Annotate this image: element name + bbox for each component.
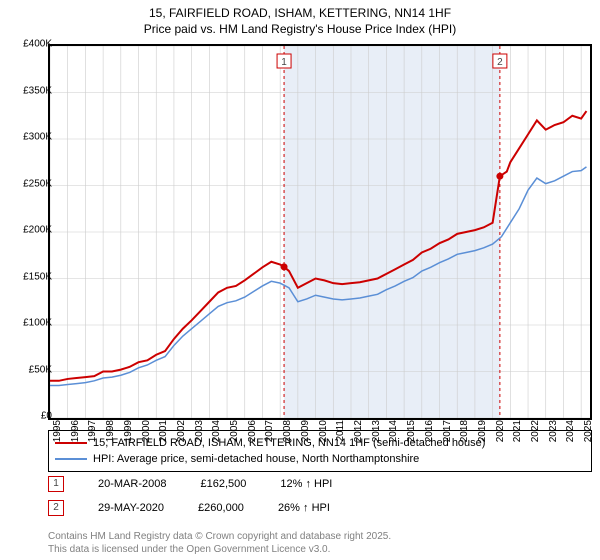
sale-pct-1: 12% ↑ HPI <box>280 478 332 490</box>
chart-plot-area: 12 <box>48 44 592 420</box>
sale-price-2: £260,000 <box>198 502 244 514</box>
sale-marker-2: 2 <box>48 500 64 516</box>
y-tick-label: £400K <box>4 39 52 50</box>
title-line-2: Price paid vs. HM Land Registry's House … <box>0 22 600 38</box>
legend-row-1: 15, FAIRFIELD ROAD, ISHAM, KETTERING, NN… <box>55 435 585 451</box>
footer-line-2: This data is licensed under the Open Gov… <box>48 544 391 557</box>
footer-attribution: Contains HM Land Registry data © Crown c… <box>48 531 391 556</box>
legend-row-2: HPI: Average price, semi-detached house,… <box>55 451 585 467</box>
legend-label-1: 15, FAIRFIELD ROAD, ISHAM, KETTERING, NN… <box>93 437 485 449</box>
legend-swatch-1 <box>55 442 87 445</box>
y-tick-label: £200K <box>4 225 52 236</box>
y-tick-label: £0 <box>4 411 52 422</box>
sale-pct-2: 26% ↑ HPI <box>278 502 330 514</box>
chart-container: 15, FAIRFIELD ROAD, ISHAM, KETTERING, NN… <box>0 0 600 560</box>
chart-title: 15, FAIRFIELD ROAD, ISHAM, KETTERING, NN… <box>0 0 600 37</box>
sale-row-1: 1 20-MAR-2008 £162,500 12% ↑ HPI <box>48 476 332 492</box>
sale-price-1: £162,500 <box>200 478 246 490</box>
legend-box: 15, FAIRFIELD ROAD, ISHAM, KETTERING, NN… <box>48 430 592 472</box>
y-tick-label: £100K <box>4 318 52 329</box>
sale-marker-1: 1 <box>48 476 64 492</box>
y-tick-label: £150K <box>4 271 52 282</box>
sale-date-2: 29-MAY-2020 <box>98 502 164 514</box>
y-tick-label: £50K <box>4 364 52 375</box>
svg-text:2: 2 <box>497 57 503 68</box>
sale-row-2: 2 29-MAY-2020 £260,000 26% ↑ HPI <box>48 500 330 516</box>
legend-swatch-2 <box>55 458 87 460</box>
legend-label-2: HPI: Average price, semi-detached house,… <box>93 453 419 465</box>
y-tick-label: £300K <box>4 132 52 143</box>
y-tick-label: £350K <box>4 85 52 96</box>
title-line-1: 15, FAIRFIELD ROAD, ISHAM, KETTERING, NN… <box>0 6 600 22</box>
svg-text:1: 1 <box>281 57 287 68</box>
y-tick-label: £250K <box>4 178 52 189</box>
chart-svg: 12 <box>50 46 590 418</box>
sale-date-1: 20-MAR-2008 <box>98 478 166 490</box>
footer-line-1: Contains HM Land Registry data © Crown c… <box>48 531 391 544</box>
